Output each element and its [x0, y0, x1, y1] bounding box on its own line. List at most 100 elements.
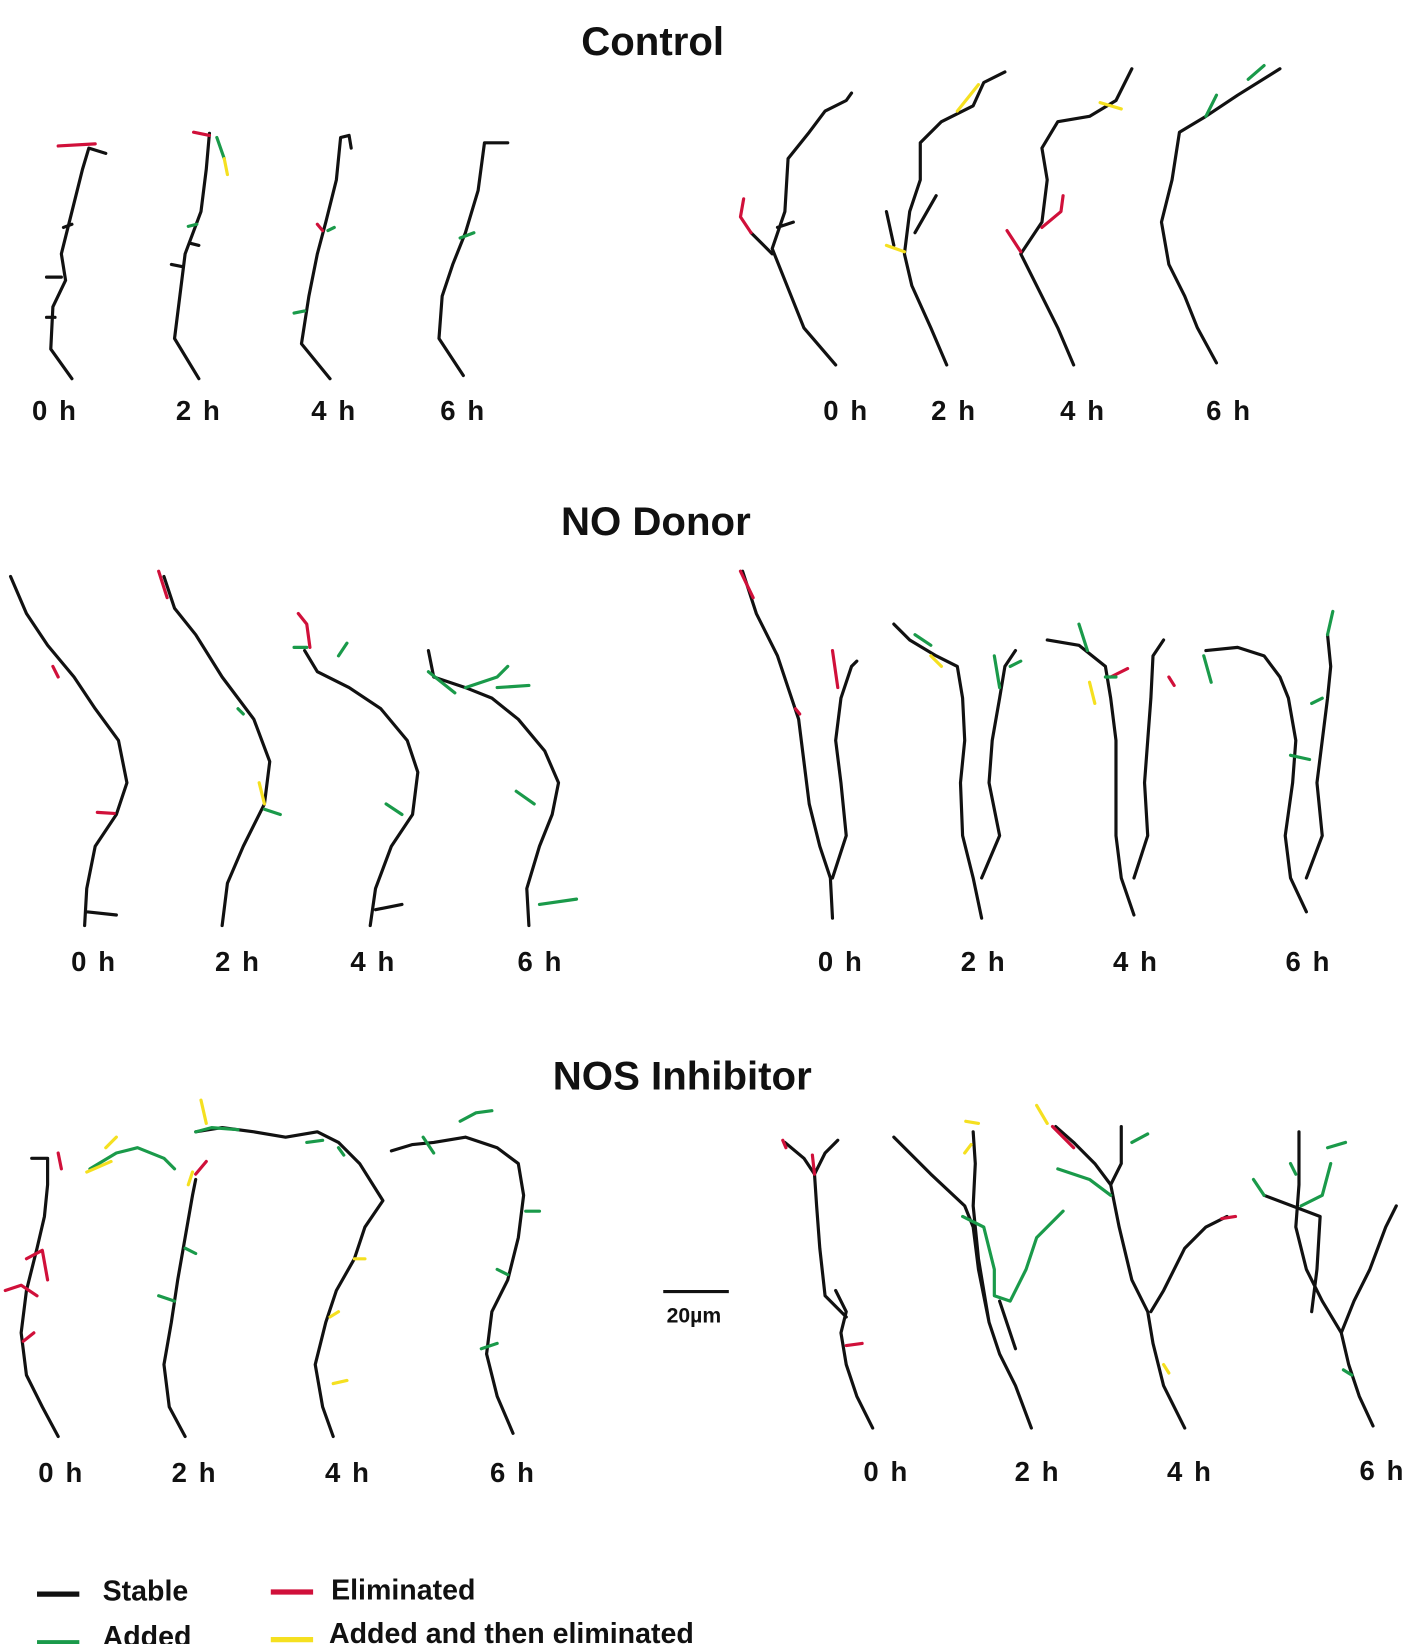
dendrite-added-segment	[421, 1135, 436, 1155]
dendrite-eliminated-segment	[810, 1153, 817, 1176]
time-label: 6 h	[440, 395, 486, 426]
dendrite-added-segment	[537, 897, 579, 907]
dendrite-eliminated-segment	[830, 648, 840, 690]
dendrite-transient-segment	[1087, 680, 1097, 706]
dendrite-stable-segment	[892, 622, 1018, 920]
dendrite-stable-segment	[884, 70, 1007, 367]
dendrite-added-segment	[1204, 93, 1219, 118]
dendrite-stable-segment	[1054, 1124, 1229, 1430]
time-label: 0 h	[38, 1457, 84, 1488]
time-label: 2 h	[176, 395, 222, 426]
dendrite-added-segment	[463, 664, 510, 690]
section-title-control: Control	[581, 19, 724, 64]
dendrite-added-segment	[262, 807, 282, 817]
dendrite-transient-segment	[1098, 101, 1123, 111]
time-label: 6 h	[517, 946, 563, 977]
time-label: 2 h	[1015, 1456, 1061, 1487]
time-label: 2 h	[215, 946, 261, 977]
dendrite-stable-segment	[1159, 67, 1282, 365]
dendrite-eliminated-segment	[24, 1248, 50, 1282]
dendrite-eliminated-segment	[1167, 675, 1176, 688]
dendrite-eliminated-segment	[315, 222, 325, 233]
dendrite-added-segment	[1008, 659, 1023, 669]
dendrite-eliminated-segment	[1005, 229, 1023, 254]
dendrite-eliminated-segment	[21, 1331, 36, 1343]
dendrite-eliminated-segment	[51, 664, 60, 679]
legend-label-stable: Stable	[103, 1575, 189, 1607]
dendrite-added-segment	[1246, 63, 1266, 81]
dendrite-added-segment	[961, 1209, 1065, 1303]
dendrite-transient-segment	[1161, 1362, 1171, 1375]
time-labels: 0 h 2 h 4 h 6 h 0 h 2 h 4 h 6 h 0 h 2 h …	[32, 395, 1405, 1488]
dendrite-transient-segment	[331, 1378, 349, 1386]
dendrite-eliminated-segment	[3, 1283, 39, 1298]
dendrite-added-segment	[186, 222, 199, 228]
time-label: 0 h	[823, 395, 869, 426]
dendrite-added-segment	[514, 789, 536, 806]
dendrite-stable-segment	[1045, 638, 1166, 917]
scale-bar: 20µm	[663, 1289, 729, 1327]
dendrite-added-segment	[1325, 1140, 1348, 1150]
dendrite-added-segment	[458, 1109, 494, 1123]
time-label: 6 h	[1359, 1455, 1405, 1486]
dendrite-added-segment	[1130, 1132, 1150, 1145]
dendrite-stable-segment	[162, 1177, 198, 1439]
dendrite-transient-segment	[186, 1170, 195, 1187]
dendrite-eliminated-segment	[781, 1138, 788, 1150]
dendrite-transient-segment	[328, 1310, 341, 1319]
dendrite-transient-segment	[929, 654, 944, 669]
dendrite-eliminated-segment	[191, 130, 212, 137]
dendrite-eliminated-segment	[1220, 1214, 1238, 1221]
dendrite-added-segment	[1202, 654, 1213, 684]
dendrite-added-segment	[183, 1246, 198, 1256]
dendrite-eliminated-segment	[56, 142, 97, 148]
dendrite-transient-segment	[104, 1135, 118, 1150]
dendrite-eliminated-segment	[1040, 194, 1065, 230]
dendrite-stable-segment	[426, 648, 561, 928]
dendrite-added-segment	[88, 1146, 177, 1171]
dendrite-stable-segment	[1019, 67, 1134, 367]
legend-label-added-then-eliminated: Added and then eliminated	[329, 1618, 694, 1644]
legend: Stable Eliminated Added Added and then e…	[37, 1574, 694, 1644]
time-label: 2 h	[931, 395, 977, 426]
dendrite-added-segment	[458, 231, 476, 240]
dendrite-transient-segment	[1035, 1103, 1049, 1125]
dendrite-added-segment	[1310, 696, 1324, 706]
dendrite-tracings	[3, 63, 1398, 1439]
dendrite-stable-segment	[389, 1135, 526, 1435]
dendrite-stable-segment	[172, 131, 212, 381]
time-label: 4 h	[311, 395, 357, 426]
time-label: 4 h	[1167, 1456, 1213, 1487]
dendrite-transient-segment	[85, 1159, 113, 1174]
dendrite-added-segment	[1251, 1177, 1266, 1197]
dendrite-stable-segment	[783, 1138, 875, 1430]
dendrite-transient-segment	[199, 1098, 208, 1125]
dendrite-stable-segment	[169, 241, 201, 269]
dendrite-added-segment	[194, 1126, 240, 1134]
time-label: 4 h	[1060, 395, 1106, 426]
dendrite-eliminated-segment	[738, 197, 753, 235]
dendrite-eliminated-segment	[1050, 1124, 1076, 1150]
section-title-no-donor: NO Donor	[561, 499, 751, 544]
time-label: 4 h	[1113, 946, 1159, 977]
dendrite-eliminated-segment	[296, 611, 312, 649]
dendrite-transient-segment	[955, 83, 981, 113]
dendrite-added-segment	[1056, 1167, 1113, 1197]
dendrite-added-segment	[1341, 1368, 1354, 1377]
dendrite-added-segment	[1299, 1161, 1333, 1208]
dendrite-stable-segment	[49, 146, 108, 381]
time-label: 6 h	[490, 1457, 536, 1488]
time-label: 4 h	[325, 1457, 371, 1488]
dendrite-stable-segment	[892, 1130, 1033, 1430]
dendrite-added-segment	[236, 707, 245, 716]
legend-label-eliminated: Eliminated	[331, 1574, 475, 1606]
dendrite-stable-segment	[437, 141, 510, 378]
time-label: 2 h	[172, 1457, 218, 1488]
time-label: 0 h	[818, 946, 864, 977]
dendrite-stable-segment	[194, 1126, 385, 1439]
dendrite-added-segment	[426, 670, 457, 695]
dendrite-eliminated-segment	[844, 1341, 864, 1348]
dendrite-transient-segment	[222, 157, 230, 177]
dendrite-stable-segment	[162, 574, 272, 928]
